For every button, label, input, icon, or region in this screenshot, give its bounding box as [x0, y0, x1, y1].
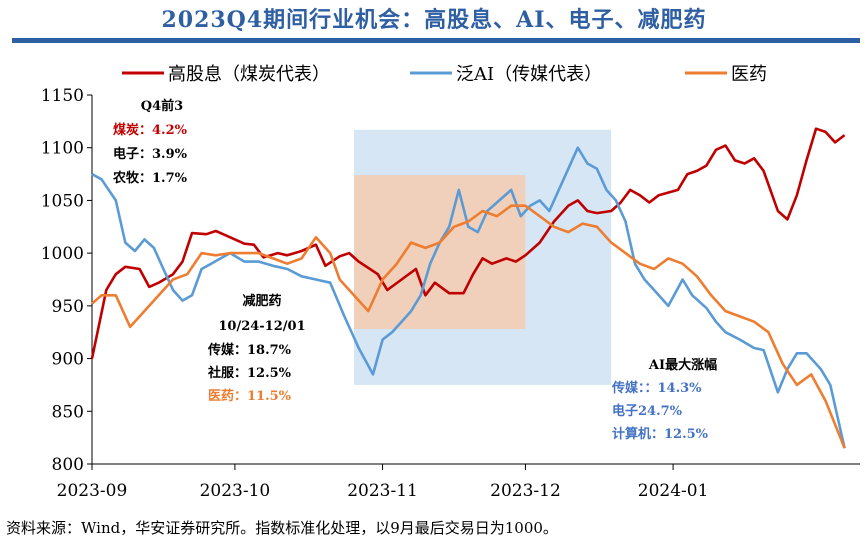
weight-loss-item: 医药：11.5% [208, 388, 292, 404]
y-tick-label: 1000 [41, 244, 84, 264]
q4-top3-item: 农牧：1.7% [112, 170, 188, 186]
q4-top3-title: Q4前3 [141, 98, 183, 114]
x-tick-label: 2023-10 [200, 481, 271, 501]
ai-max-item: 计算机：12.5% [612, 426, 709, 442]
ai-max-item: 传媒：：14.3% [611, 380, 702, 396]
annotations: Q4前3 煤炭：4.2% 电子：3.9% 农牧：1.7% 减肥药 10/24-12/01 传… [112, 98, 717, 442]
weight-loss-item: 传媒：18.7% [207, 342, 292, 358]
series-line-2 [91, 204, 846, 449]
ai-max-item: 电子24.7% [612, 403, 683, 419]
legend-label: 泛AI（传媒代表） [456, 64, 602, 85]
highlight-region [353, 175, 526, 330]
q4-top3-item: 煤炭：4.2% [113, 122, 188, 138]
legend-label: 高股息（煤炭代表） [168, 64, 330, 85]
y-tick-label: 900 [52, 350, 84, 370]
y-tick-label: 1150 [41, 86, 84, 106]
y-tick-label: 800 [52, 455, 84, 475]
x-tick-label: 2023-09 [57, 481, 128, 501]
y-tick-label: 850 [52, 402, 84, 422]
series-line-0 [90, 127, 846, 359]
highlight-regions [353, 129, 612, 385]
chart-title: 2023Q4期间行业机会：高股息、AI、电子、减肥药 [161, 7, 707, 33]
series-lines [90, 127, 846, 449]
weight-loss-period: 10/24-12/01 [218, 319, 305, 334]
axes: 800 850 900 950 1000 1050 1100 1150 2023-09 2023-… [41, 86, 860, 501]
y-tick-label: 1050 [41, 191, 84, 211]
q4-top3-item: 电子：3.9% [113, 146, 188, 162]
legend-label: 医药 [731, 64, 767, 85]
source-footnote: 资料来源：Wind，华安证券研究所。指数标准化处理，以9月最后交易日为1000。 [6, 519, 558, 537]
x-tick-label: 2024-01 [638, 481, 709, 501]
title-underline [12, 38, 860, 43]
weight-loss-title: 减肥药 [242, 293, 281, 309]
x-tick-label: 2023-12 [490, 481, 561, 501]
x-tick-label: 2023-11 [347, 481, 418, 501]
y-tick-label: 1100 [41, 139, 84, 159]
ai-max-title: AI最大涨幅 [648, 357, 717, 373]
legend: 高股息（煤炭代表） 泛AI（传媒代表） 医药 [122, 64, 767, 85]
weight-loss-item: 社服：12.5% [207, 365, 292, 381]
y-tick-label: 950 [52, 297, 84, 317]
series-line-1 [91, 146, 846, 449]
